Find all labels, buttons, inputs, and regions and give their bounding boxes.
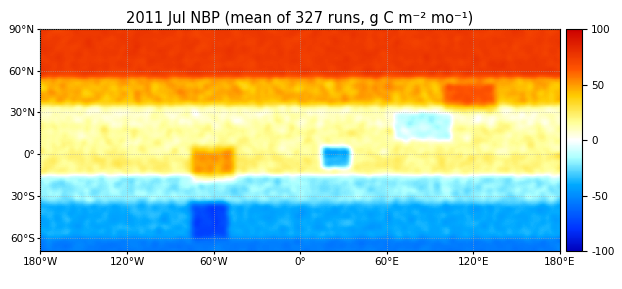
Title: 2011 Jul NBP (mean of 327 runs, g C m⁻² mo⁻¹): 2011 Jul NBP (mean of 327 runs, g C m⁻² … [126,11,474,26]
